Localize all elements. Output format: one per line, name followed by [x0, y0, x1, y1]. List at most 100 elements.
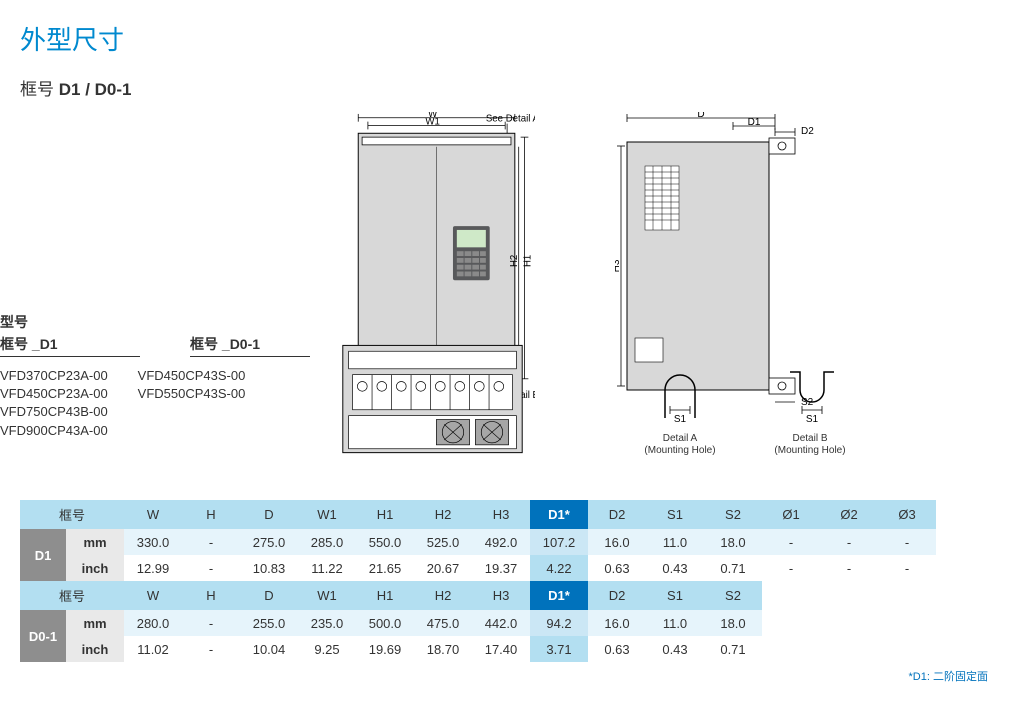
th-dim: D2 [588, 500, 646, 529]
value-cell: 11.02 [124, 636, 182, 662]
th-dim: H3 [472, 581, 530, 610]
th-dim: H1 [356, 500, 414, 529]
th-dim: D [240, 581, 298, 610]
th-dim: W1 [298, 500, 356, 529]
value-cell: 492.0 [472, 529, 530, 555]
th-frame: 框号 [20, 581, 124, 610]
detail-a-label: Detail A (Mounting Hole) [640, 433, 720, 457]
value-cell: - [820, 529, 878, 555]
th-dim: Ø3 [878, 500, 936, 529]
svg-text:See Detail A: See Detail A [486, 114, 535, 125]
model-id: VFD550CP43S-00 [138, 385, 246, 403]
unit-cell: inch [66, 555, 124, 581]
value-cell: 11.0 [646, 529, 704, 555]
table-d0-1: 框号WHDW1H1H2H3D1*D2S1S2D0-1mm280.0-255.02… [20, 581, 762, 662]
value-cell: 18.0 [704, 529, 762, 555]
th-frame: 框号 [20, 500, 124, 529]
model-id: VFD750CP43B-00 [0, 403, 108, 421]
th-dim: S2 [704, 581, 762, 610]
value-cell: 275.0 [240, 529, 298, 555]
value-cell: 0.43 [646, 636, 704, 662]
models-section-label: 型号 [0, 312, 310, 332]
detail-b-label: Detail B (Mounting Hole) [770, 433, 850, 457]
detail-b-diagram: S1 [770, 360, 850, 430]
value-cell: 17.40 [472, 636, 530, 662]
row-frame-name: D1 [20, 529, 66, 581]
th-dim: H [182, 581, 240, 610]
frame-col1-label: D1 [40, 336, 58, 352]
table-d1: 框号WHDW1H1H2H3D1*D2S1S2Ø1Ø2Ø3D1mm330.0-27… [20, 500, 936, 581]
value-cell: 10.83 [240, 555, 298, 581]
value-cell: 20.67 [414, 555, 472, 581]
model-col-d0-1: VFD450CP43S-00 VFD550CP43S-00 [138, 367, 246, 440]
th-dim: H2 [414, 581, 472, 610]
subtitle-prefix: 框号 [20, 80, 59, 99]
th-dim: Ø1 [762, 500, 820, 529]
model-id: VFD450CP23A-00 [0, 385, 108, 403]
th-dim: D1* [530, 500, 588, 529]
value-cell: 19.37 [472, 555, 530, 581]
value-cell: 475.0 [414, 610, 472, 636]
th-dim: H1 [356, 581, 414, 610]
subtitle-value: D1 / D0-1 [59, 80, 132, 99]
value-cell: 0.63 [588, 636, 646, 662]
value-cell: 16.0 [588, 610, 646, 636]
th-dim: H [182, 500, 240, 529]
svg-text:D1: D1 [748, 117, 761, 128]
value-cell: 330.0 [124, 529, 182, 555]
svg-text:H3: H3 [615, 259, 622, 272]
value-cell: 0.43 [646, 555, 704, 581]
value-cell: 107.2 [530, 529, 588, 555]
value-cell: - [878, 555, 936, 581]
value-cell: - [182, 529, 240, 555]
value-cell: 442.0 [472, 610, 530, 636]
th-dim: S1 [646, 581, 704, 610]
value-cell: 21.65 [356, 555, 414, 581]
value-cell: 19.69 [356, 636, 414, 662]
value-cell: - [762, 529, 820, 555]
value-cell: - [820, 555, 878, 581]
value-cell: - [762, 555, 820, 581]
unit-cell: mm [66, 529, 124, 555]
value-cell: 9.25 [298, 636, 356, 662]
dimension-tables: 框号WHDW1H1H2H3D1*D2S1S2Ø1Ø2Ø3D1mm330.0-27… [20, 500, 1000, 684]
value-cell: 550.0 [356, 529, 414, 555]
th-dim: D [240, 500, 298, 529]
th-dim: D2 [588, 581, 646, 610]
value-cell: 0.71 [704, 636, 762, 662]
value-cell: 0.71 [704, 555, 762, 581]
value-cell: 285.0 [298, 529, 356, 555]
th-dim: S2 [704, 500, 762, 529]
row-frame-name: D0-1 [20, 610, 66, 662]
value-cell: 94.2 [530, 610, 588, 636]
model-id: VFD370CP23A-00 [0, 367, 108, 385]
svg-text:H1: H1 [522, 255, 533, 267]
footnote: *D1: 二阶固定面 [20, 668, 1000, 684]
th-dim: Ø2 [820, 500, 878, 529]
unit-cell: mm [66, 610, 124, 636]
value-cell: 235.0 [298, 610, 356, 636]
value-cell: 18.0 [704, 610, 762, 636]
th-dim: W1 [298, 581, 356, 610]
value-cell: - [878, 529, 936, 555]
value-cell: - [182, 555, 240, 581]
model-id: VFD900CP43A-00 [0, 422, 108, 440]
value-cell: 280.0 [124, 610, 182, 636]
value-cell: 4.22 [530, 555, 588, 581]
value-cell: - [182, 636, 240, 662]
th-dim: H3 [472, 500, 530, 529]
model-col-d1: VFD370CP23A-00 VFD450CP23A-00 VFD750CP43… [0, 367, 108, 440]
value-cell: 10.04 [240, 636, 298, 662]
th-dim: S1 [646, 500, 704, 529]
svg-text:S1: S1 [674, 414, 687, 425]
svg-text:H2: H2 [509, 255, 520, 267]
frame-subtitle: 框号 D1 / D0-1 [20, 75, 999, 100]
page-title: 外型尺寸 [20, 20, 999, 57]
model-list-block: 型号 框号 _D1 框号 _D0-1 VFD370CP23A-00 VFD450… [0, 312, 310, 440]
svg-text:D: D [697, 112, 704, 120]
svg-text:W1: W1 [425, 117, 439, 128]
value-cell: 500.0 [356, 610, 414, 636]
frame-col2-label: D0-1 [230, 336, 260, 352]
svg-text:S1: S1 [806, 414, 819, 425]
value-cell: 18.70 [414, 636, 472, 662]
